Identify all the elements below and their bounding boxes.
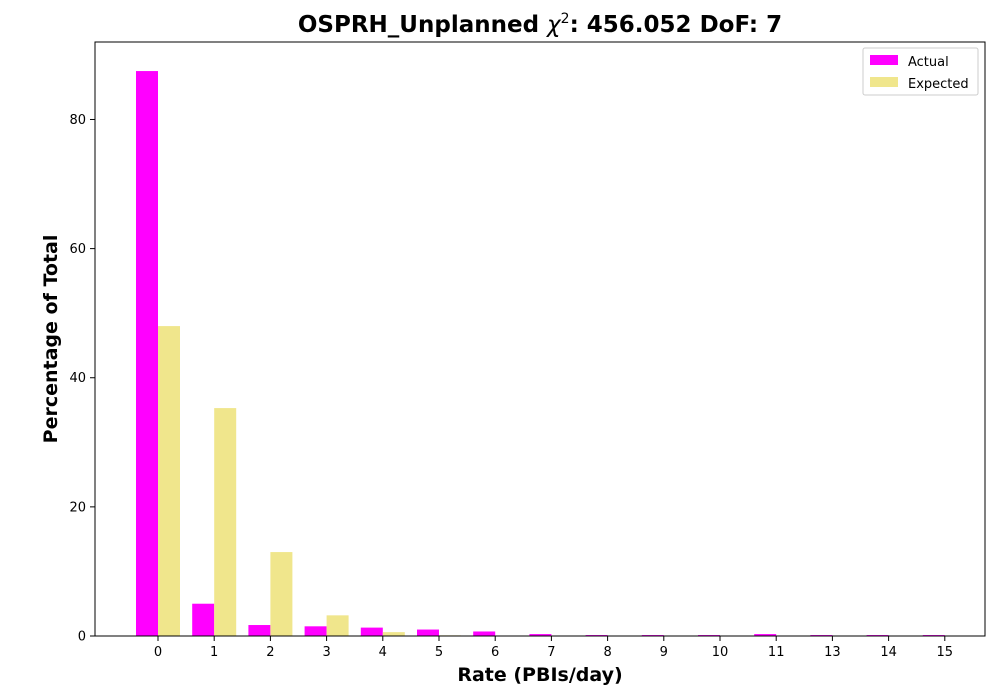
plot-frame [94, 41, 986, 637]
x-tick-label: 7 [547, 645, 555, 660]
bar-actual-1 [192, 603, 215, 636]
bars-group [136, 71, 945, 637]
y-tick-label: 20 [69, 500, 86, 515]
bar-expected-0 [158, 326, 180, 636]
x-tick-label: 14 [880, 645, 897, 660]
x-tick-label: 15 [937, 645, 954, 660]
x-tick-label: 13 [824, 645, 841, 660]
y-axis-label: Percentage of Total [40, 235, 62, 444]
x-tick-label: 1 [210, 645, 218, 660]
bar-actual-4 [360, 627, 383, 636]
legend-swatch-actual [870, 55, 898, 65]
x-tick-label: 5 [435, 645, 443, 660]
bar-actual-0 [136, 71, 158, 637]
bar-actual-6 [473, 631, 496, 636]
bar-actual-11 [754, 634, 777, 636]
legend-swatch-expected [870, 77, 898, 87]
bar-expected-3 [326, 615, 349, 636]
y-tick-label: 60 [69, 242, 86, 257]
x-axis-label: Rate (PBIs/day) [457, 664, 622, 686]
chart-title-chi: χ [545, 12, 562, 38]
x-tick-label: 11 [768, 645, 785, 660]
chart-title: OSPRH_Unplanned χ2: 456.052 DoF: 7 [298, 11, 782, 38]
bar-expected-2 [270, 552, 293, 636]
x-tick-label: 2 [266, 645, 274, 660]
bar-actual-2 [248, 625, 271, 636]
legend-label-expected: Expected [908, 77, 969, 92]
bar-actual-3 [304, 626, 327, 636]
x-tick-label: 0 [154, 645, 162, 660]
bar-expected-1 [214, 408, 237, 636]
bar-actual-5 [417, 629, 439, 636]
x-tick-label: 8 [603, 645, 611, 660]
x-tick-label: 9 [660, 645, 668, 660]
y-tick-label: 80 [69, 113, 86, 128]
x-tick-label: 3 [322, 645, 330, 660]
x-axis: 0 1 2 3 4 5 6 7 8 9 10 11 13 14 15 [154, 636, 953, 660]
chart-title-sup: 2 [561, 11, 570, 27]
x-tick-label: 10 [712, 645, 729, 660]
y-axis: 0 20 40 60 80 [69, 113, 95, 645]
chart-title-main: OSPRH_Unplanned [298, 12, 547, 38]
x-tick-label: 4 [379, 645, 387, 660]
y-tick-label: 40 [69, 371, 86, 386]
chart-title-rest: : 456.052 DoF: 7 [570, 12, 783, 38]
legend: Actual Expected [862, 47, 979, 96]
bar-actual-7 [529, 634, 552, 636]
y-tick-label: 0 [78, 630, 86, 645]
legend-label-actual: Actual [908, 55, 949, 70]
bar-expected-4 [382, 632, 405, 636]
x-tick-label: 6 [491, 645, 499, 660]
